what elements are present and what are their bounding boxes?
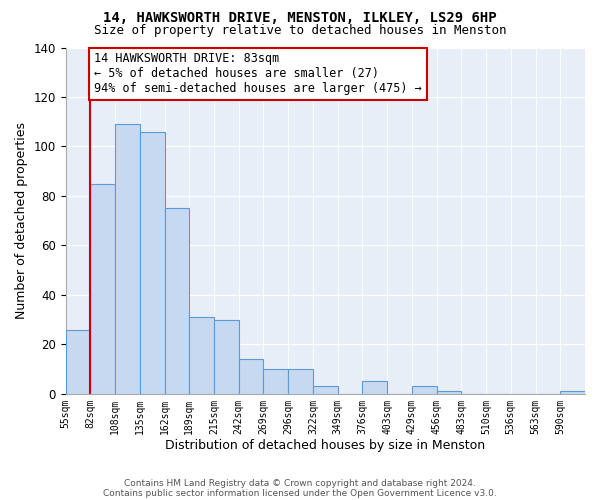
Bar bbox=[313, 386, 338, 394]
Bar bbox=[91, 184, 115, 394]
Bar bbox=[362, 382, 387, 394]
Bar bbox=[412, 386, 437, 394]
Bar bbox=[239, 359, 263, 394]
Bar bbox=[164, 208, 190, 394]
Bar bbox=[214, 320, 239, 394]
Bar bbox=[140, 132, 164, 394]
Bar bbox=[65, 330, 91, 394]
Text: 14 HAWKSWORTH DRIVE: 83sqm
← 5% of detached houses are smaller (27)
94% of semi-: 14 HAWKSWORTH DRIVE: 83sqm ← 5% of detac… bbox=[94, 52, 422, 96]
Bar bbox=[560, 392, 585, 394]
Y-axis label: Number of detached properties: Number of detached properties bbox=[15, 122, 28, 319]
Bar bbox=[288, 369, 313, 394]
Text: Contains public sector information licensed under the Open Government Licence v3: Contains public sector information licen… bbox=[103, 488, 497, 498]
Text: Size of property relative to detached houses in Menston: Size of property relative to detached ho… bbox=[94, 24, 506, 37]
Text: 14, HAWKSWORTH DRIVE, MENSTON, ILKLEY, LS29 6HP: 14, HAWKSWORTH DRIVE, MENSTON, ILKLEY, L… bbox=[103, 11, 497, 25]
X-axis label: Distribution of detached houses by size in Menston: Distribution of detached houses by size … bbox=[165, 440, 485, 452]
Bar bbox=[437, 392, 461, 394]
Bar bbox=[190, 317, 214, 394]
Text: Contains HM Land Registry data © Crown copyright and database right 2024.: Contains HM Land Registry data © Crown c… bbox=[124, 478, 476, 488]
Bar bbox=[263, 369, 288, 394]
Bar bbox=[115, 124, 140, 394]
